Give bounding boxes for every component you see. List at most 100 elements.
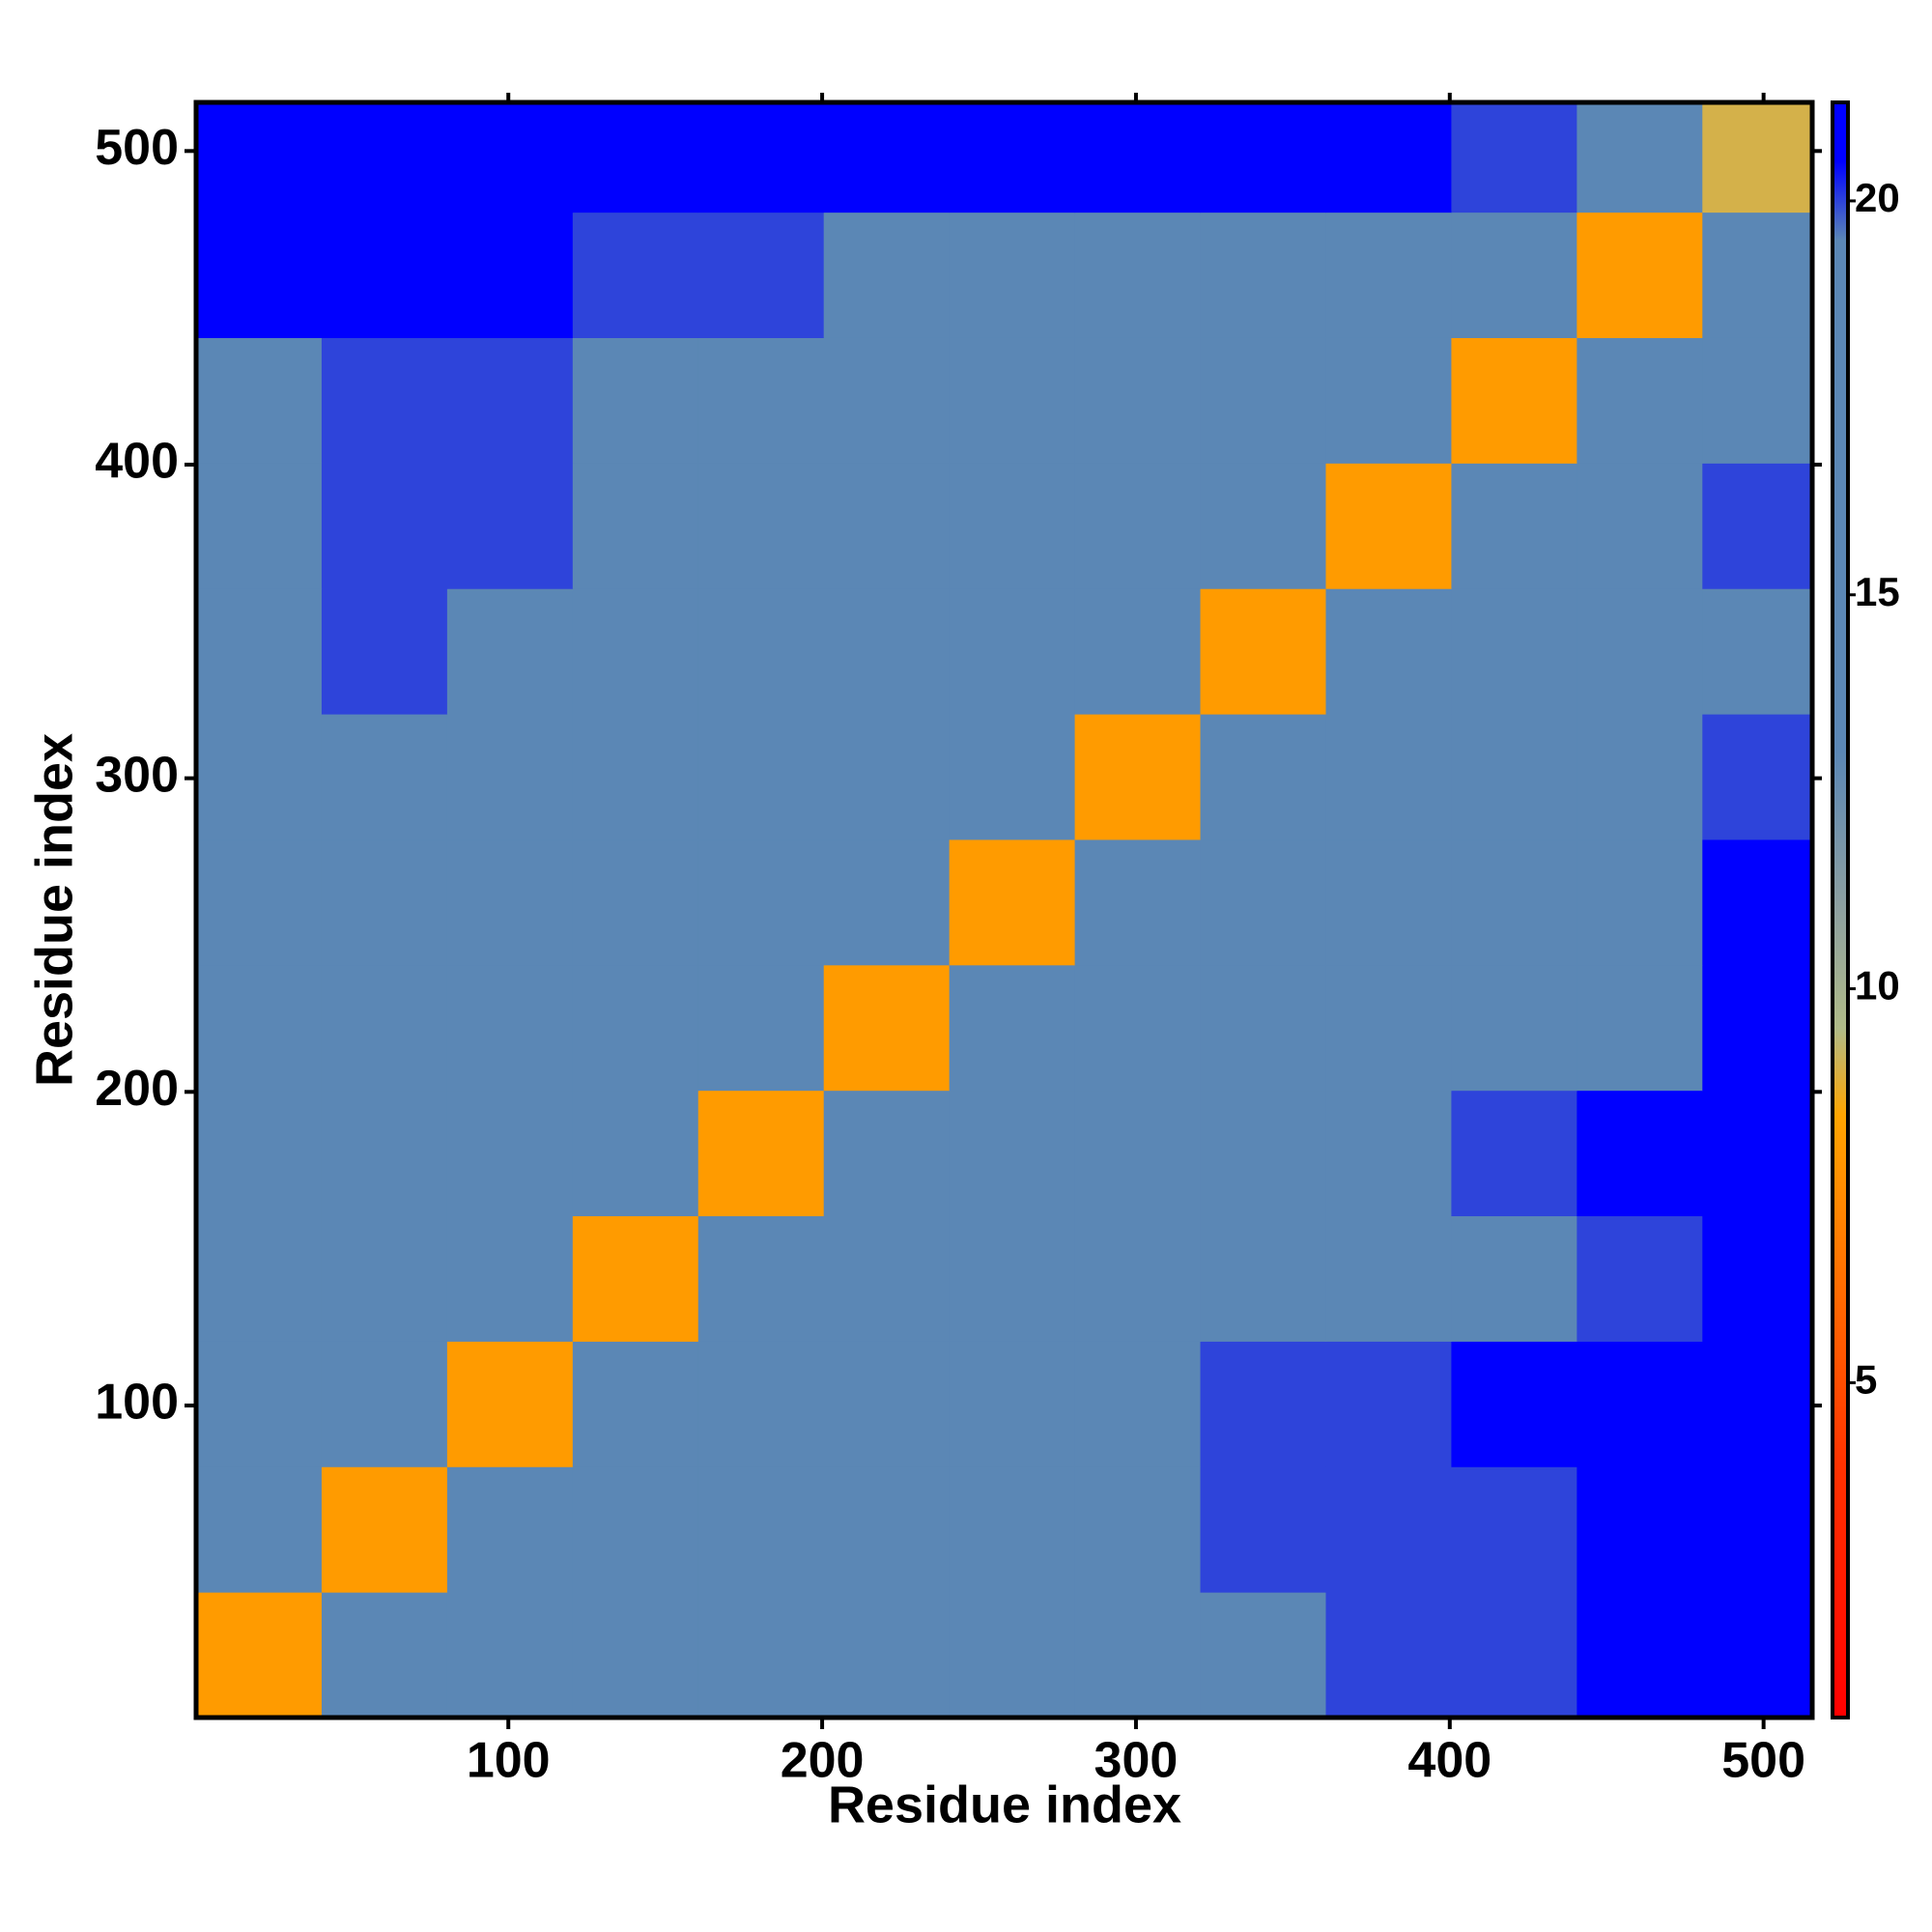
heatmap-cell	[196, 337, 323, 464]
heatmap-cell	[1325, 588, 1452, 715]
heatmap-cell	[1577, 1466, 1703, 1593]
heatmap-cell	[1577, 964, 1703, 1092]
heatmap-cell	[572, 838, 699, 966]
heatmap-cell	[1325, 1466, 1452, 1593]
heatmap-cell	[1325, 1341, 1452, 1467]
heatmap-cell	[823, 1090, 951, 1217]
heatmap-cell	[823, 337, 951, 464]
colorbar-tick-label: 10	[1855, 963, 1900, 1009]
x-tick-label: 500	[1721, 1733, 1805, 1789]
heatmap-cell	[1451, 838, 1577, 966]
heatmap-cell	[446, 463, 574, 589]
heatmap-cell	[446, 588, 574, 715]
x-tick-label: 400	[1407, 1733, 1492, 1789]
heatmap-cell	[1577, 463, 1703, 589]
heatmap-cell	[321, 964, 448, 1092]
heatmap-cell	[1074, 1466, 1202, 1593]
heatmap-cell	[446, 838, 574, 966]
heatmap-cell	[1577, 1341, 1703, 1467]
heatmap-cell	[1200, 463, 1326, 589]
heatmap-cell	[1577, 337, 1703, 464]
heatmap-cell	[1074, 714, 1202, 840]
heatmap-cell	[1577, 1090, 1703, 1217]
heatmap-cell	[572, 1592, 699, 1719]
heatmap-cell	[823, 588, 951, 715]
heatmap-cell	[1702, 1592, 1813, 1719]
heatmap-cell	[446, 1090, 574, 1217]
heatmap-cell	[1200, 212, 1326, 338]
heatmap-cell	[697, 212, 825, 338]
heatmap-cell	[321, 212, 448, 338]
heatmap-cell	[196, 212, 323, 338]
heatmap-cell	[1325, 212, 1452, 338]
heatmap-cell	[949, 102, 1076, 213]
heatmap-cell	[1451, 463, 1577, 589]
heatmap-cell	[1577, 102, 1703, 213]
heatmap-cell	[196, 1090, 323, 1217]
heatmap-cell	[823, 838, 951, 966]
heatmap-cell	[823, 102, 951, 213]
y-tick-label: 100	[95, 1375, 179, 1431]
heatmap-cell	[949, 588, 1076, 715]
heatmap-cell	[446, 1341, 574, 1467]
heatmap-cell	[949, 463, 1076, 589]
heatmap-cell	[321, 1215, 448, 1342]
heatmap-cell	[697, 838, 825, 966]
heatmap-cell	[949, 1592, 1076, 1719]
heatmap-cell	[1451, 1215, 1577, 1342]
heatmap-cell	[949, 1090, 1076, 1217]
heatmap-cell	[1577, 588, 1703, 715]
heatmap-cell	[1074, 102, 1202, 213]
heatmap-cell	[1451, 1090, 1577, 1217]
heatmap-cell	[572, 463, 699, 589]
heatmap-cell	[697, 463, 825, 589]
heatmap-cell	[1074, 1592, 1202, 1719]
heatmap-cell	[196, 838, 323, 966]
heatmap-cell	[823, 1215, 951, 1342]
heatmap-cell	[1200, 1215, 1326, 1342]
heatmap-cell	[321, 337, 448, 464]
heatmap-cell	[446, 1592, 574, 1719]
heatmap-cell	[196, 588, 323, 715]
heatmap-cell	[1325, 1090, 1452, 1217]
heatmap-cell	[1200, 1592, 1326, 1719]
heatmap-cell	[1451, 102, 1577, 213]
plot-frame	[193, 99, 1815, 1720]
y-tick-label: 300	[95, 747, 179, 803]
heatmap-cell	[1702, 337, 1813, 464]
heatmap-cell	[949, 212, 1076, 338]
heatmap-cell	[1074, 588, 1202, 715]
heatmap-cell	[1074, 212, 1202, 338]
heatmap-cell	[572, 1466, 699, 1593]
heatmap-cell	[321, 1341, 448, 1467]
heatmap-cell	[1451, 1592, 1577, 1719]
heatmap-cell	[697, 337, 825, 464]
heatmap-cell	[1577, 1592, 1703, 1719]
heatmap-cell	[446, 714, 574, 840]
heatmap-cell	[572, 714, 699, 840]
heatmap-cell	[1702, 964, 1813, 1092]
heatmap-cell	[1702, 588, 1813, 715]
heatmap-cell	[1451, 964, 1577, 1092]
heatmap-cell	[697, 964, 825, 1092]
heatmap-cell	[1451, 1466, 1577, 1593]
heatmap-cell	[1702, 212, 1813, 338]
heatmap-cell	[1702, 102, 1813, 213]
y-tick-label: 200	[95, 1061, 179, 1117]
heatmap-cell	[949, 1341, 1076, 1467]
heatmap-cell	[321, 1592, 448, 1719]
heatmap-cell	[697, 714, 825, 840]
heatmap-cell	[823, 1592, 951, 1719]
heatmap-cell	[196, 1341, 323, 1467]
heatmap-cell	[697, 1215, 825, 1342]
heatmap-cell	[823, 1466, 951, 1593]
colorbar-tick-label: 15	[1855, 569, 1900, 614]
y-axis-label: Residue index	[25, 733, 83, 1087]
heatmap-cell	[697, 1341, 825, 1467]
heatmap-cell	[572, 1341, 699, 1467]
heatmap-cell	[697, 1466, 825, 1593]
heatmap-cell	[1200, 838, 1326, 966]
x-axis-label: Residue index	[828, 1776, 1181, 1833]
colorbar	[1831, 100, 1850, 1719]
heatmap-cell	[572, 212, 699, 338]
